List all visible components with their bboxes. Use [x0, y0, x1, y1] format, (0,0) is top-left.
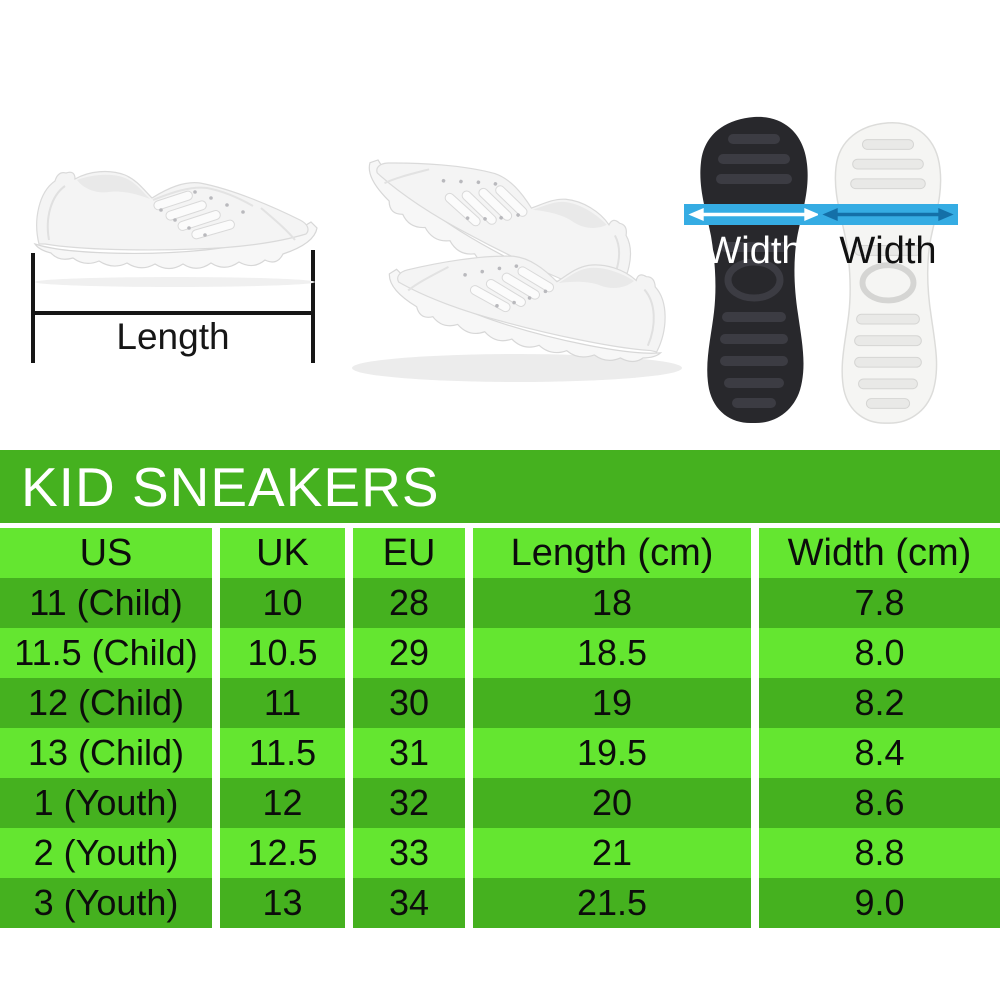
table-cell: 3 (Youth) [33, 882, 179, 923]
table-cell: 33 [345, 828, 465, 878]
width-arrow-icon-black-sole [688, 208, 820, 221]
table-cell: 20 [465, 778, 751, 828]
table-row: 2 (Youth) 12.5 33 21 8.8 [0, 828, 1000, 878]
table-cell: 11 [212, 678, 345, 728]
white-sole-photo: Width [818, 118, 958, 428]
table-cell: 11.5 (Child) [14, 632, 198, 673]
table-row: 11.5 (Child) 10.5 29 18.5 8.0 [0, 628, 1000, 678]
page-title: KID SNEAKERS [21, 455, 440, 518]
table-cell: 13 (Child) [27, 732, 185, 773]
table-cell: 10 [212, 578, 345, 628]
table-row: 1 (Youth) 12 32 20 8.6 [0, 778, 1000, 828]
table-cell: 11 (Child) [29, 582, 183, 623]
table-cell: 12 [212, 778, 345, 828]
table-row: 12 (Child) 11 30 19 8.2 [0, 678, 1000, 728]
header-cell: UK [212, 528, 345, 578]
size-table-body: 11 (Child) 10 28 18 7.8 11.5 (Child) 10.5 29 18.… [0, 578, 1000, 928]
black-sole-photo: Width [684, 112, 824, 428]
table-cell: 19.5 [465, 728, 751, 778]
table-cell: 8.4 [751, 728, 1000, 778]
table-cell: 29 [345, 628, 465, 678]
table-cell: 8.0 [751, 628, 1000, 678]
table-cell: 21 [465, 828, 751, 878]
table-cell: 34 [345, 878, 465, 928]
width-label-black-sole: Width [705, 230, 803, 272]
table-cell: 19 [465, 678, 751, 728]
width-measure-band-black [684, 204, 824, 225]
table-cell: 8.6 [751, 778, 1000, 828]
table-cell: 11.5 [212, 728, 345, 778]
table-cell: 12.5 [212, 828, 345, 878]
table-cell: 30 [345, 678, 465, 728]
header-cell: EU [345, 528, 465, 578]
table-cell: 7.8 [751, 578, 1000, 628]
table-cell: 31 [345, 728, 465, 778]
table-cell: 18.5 [465, 628, 751, 678]
table-cell: 21.5 [465, 878, 751, 928]
table-cell: 32 [345, 778, 465, 828]
size-table: US UK EU Length (cm) Width (cm) 11 (Child) 10… [0, 528, 1000, 928]
header-cell: Width (cm) [751, 528, 1000, 578]
white-sole-shape [834, 122, 942, 424]
table-cell: 8.8 [751, 828, 1000, 878]
sneaker-pair-photo [351, 118, 682, 382]
length-measure-tick-left [31, 253, 35, 363]
sneaker-side-photo [33, 170, 318, 287]
table-row: 3 (Youth) 13 34 21.5 9.0 [0, 878, 1000, 928]
table-cell: 1 (Youth) [33, 782, 179, 823]
table-cell: 10.5 [212, 628, 345, 678]
product-photo-area: Length [0, 0, 1000, 450]
size-table-header-row: US UK EU Length (cm) Width (cm) [0, 528, 1000, 578]
table-cell: 12 (Child) [27, 682, 185, 723]
width-label-white-sole: Width [839, 230, 937, 272]
black-sole-shape [700, 116, 808, 424]
length-measure-line [31, 311, 315, 315]
table-cell: 28 [345, 578, 465, 628]
header-cell: Length (cm) [465, 528, 751, 578]
table-cell: 13 [212, 878, 345, 928]
table-cell: 2 (Youth) [33, 832, 179, 873]
header-cell: US [79, 532, 133, 574]
table-cell: 18 [465, 578, 751, 628]
title-band: KID SNEAKERS [0, 450, 1000, 523]
table-cell: 9.0 [751, 878, 1000, 928]
width-arrow-icon-white-sole [822, 208, 954, 221]
table-cell: 8.2 [751, 678, 1000, 728]
table-row: 13 (Child) 11.5 31 19.5 8.4 [0, 728, 1000, 778]
length-label: Length [116, 316, 230, 357]
table-row: 11 (Child) 10 28 18 7.8 [0, 578, 1000, 628]
width-measure-band-white [818, 204, 958, 225]
length-measure-tick-right [311, 250, 315, 363]
